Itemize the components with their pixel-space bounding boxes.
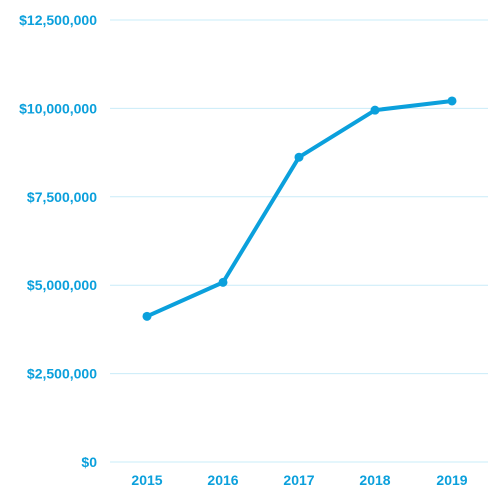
x-tick-label: 2015 (131, 472, 162, 488)
data-point (218, 277, 228, 287)
series-revenue (142, 96, 457, 321)
y-tick-label: $5,000,000 (27, 277, 97, 293)
x-tick-label: 2017 (283, 472, 314, 488)
series-line (145, 98, 454, 319)
data-point (370, 105, 380, 115)
y-axis-tick-labels: $0 $2,500,000 $5,000,000 $7,500,000 $10,000,… (19, 12, 97, 470)
y-tick-label: $7,500,000 (27, 189, 97, 205)
y-tick-label: $12,500,000 (19, 12, 97, 28)
data-point (447, 96, 457, 106)
x-axis-tick-labels: 2015 2016 2017 2018 2019 (131, 472, 467, 488)
y-tick-label: $0 (81, 454, 97, 470)
data-point (142, 311, 152, 321)
x-tick-label: 2018 (359, 472, 390, 488)
data-point (294, 152, 304, 162)
y-tick-label: $2,500,000 (27, 366, 97, 382)
x-tick-label: 2016 (207, 472, 238, 488)
x-tick-label: 2019 (436, 472, 467, 488)
gridlines (110, 19, 488, 463)
y-tick-label: $10,000,000 (19, 100, 97, 116)
